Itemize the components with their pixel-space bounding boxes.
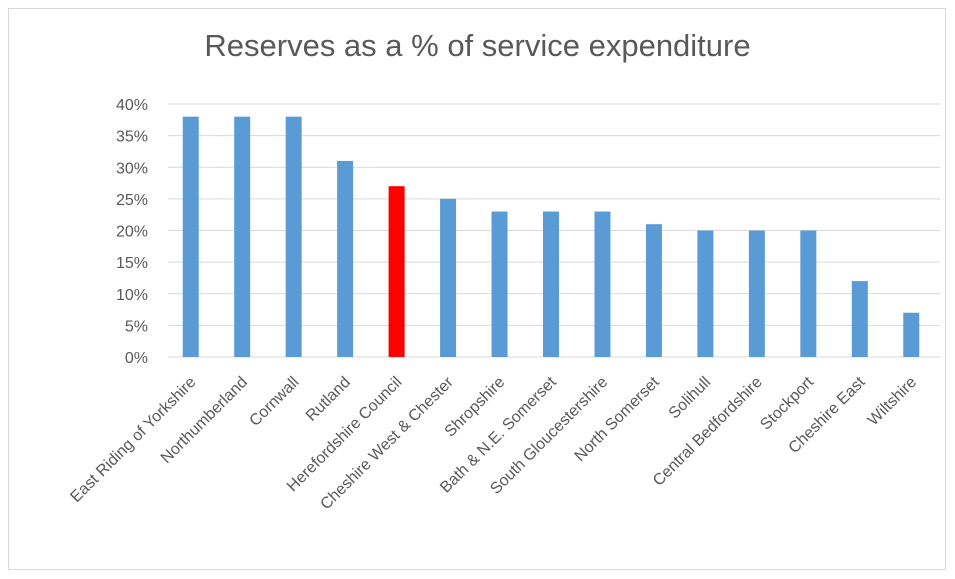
y-axis-ticks: 0% 5% 10% 15% 20% 25% 30% 35% 40%: [116, 97, 148, 367]
x-tick-label: Rutland: [303, 374, 354, 425]
bar-northumberland: [234, 116, 251, 358]
bar-central-bedfordshire: [748, 230, 765, 357]
bar-wiltshire: [903, 312, 920, 357]
bar-cornwall: [285, 116, 302, 358]
bar-solihull: [697, 230, 714, 357]
x-axis-ticks: East Riding of YorkshireNorthumberlandCo…: [67, 373, 920, 513]
bars: [182, 116, 920, 358]
y-tick-label: 10%: [116, 287, 148, 304]
y-tick-label: 5%: [125, 318, 148, 335]
bar-south-gloucestershire: [594, 211, 611, 357]
y-tick-label: 35%: [116, 129, 148, 146]
y-tick-label: 25%: [116, 192, 148, 209]
x-tick-label: Solihull: [666, 374, 715, 423]
bar-bath-n-e-somerset: [543, 211, 559, 357]
chart-title: Reserves as a % of service expenditure: [204, 28, 751, 63]
bar-shropshire: [491, 211, 508, 357]
y-tick-label: 0%: [125, 350, 148, 367]
y-tick-label: 40%: [116, 97, 148, 114]
x-tick-label: Wiltshire: [865, 374, 920, 429]
bar-stockport: [800, 230, 817, 357]
chart-frame: [8, 8, 946, 570]
bar-cheshire-east: [851, 281, 868, 357]
bar-herefordshire-council: [388, 186, 405, 357]
x-tick-label: Northumberland: [158, 374, 251, 467]
x-tick-label: Cornwall: [246, 374, 302, 430]
y-tick-label: 15%: [116, 255, 148, 272]
y-tick-label: 20%: [116, 224, 148, 241]
bar-rutland: [337, 160, 354, 357]
bar-north-somerset: [645, 224, 662, 357]
y-tick-label: 30%: [116, 160, 148, 177]
bar-east-riding-of-yorkshire: [182, 116, 199, 358]
bar-cheshire-west-chester: [440, 198, 457, 357]
